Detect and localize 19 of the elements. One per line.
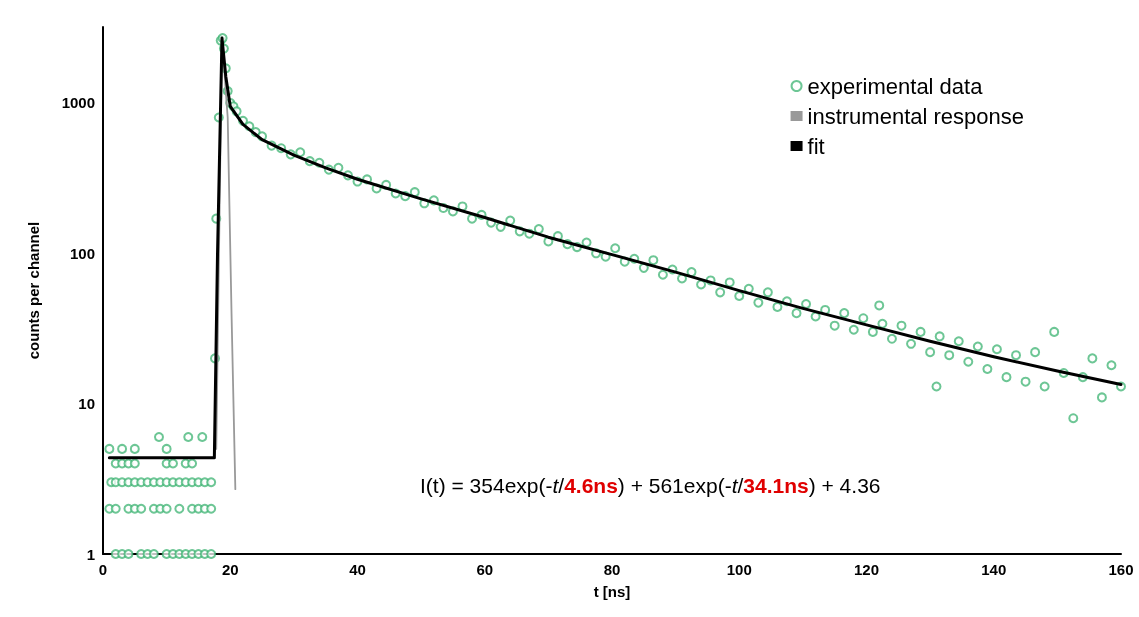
y-tick-label: 10 xyxy=(78,395,95,413)
text: I(t) = 354exp(-t/4.6ns) + 561exp(-t/34.1ns) + 4.36 xyxy=(420,474,881,497)
x-tick-label: 60 xyxy=(476,561,494,578)
y-tick-label: 100 xyxy=(69,244,95,262)
y-tick-label: 1000 xyxy=(61,94,95,112)
y-tick-label: 1 xyxy=(86,545,95,563)
x-tick-label: 140 xyxy=(981,561,1007,578)
legend-label: experimental data xyxy=(807,73,984,99)
y-axis-title: counts per channel xyxy=(25,221,42,360)
x-tick-label: 160 xyxy=(1108,561,1134,578)
legend-label: fit xyxy=(807,133,825,159)
x-tick-label: 40 xyxy=(349,561,366,578)
x-tick-label: 100 xyxy=(726,561,752,578)
x-tick-label: 120 xyxy=(853,561,880,578)
x-tick-label: 0 xyxy=(98,561,108,578)
x-tick-label: 80 xyxy=(603,561,621,578)
x-axis-title: t [ns] xyxy=(593,583,631,600)
legend-label: instrumental response xyxy=(807,103,1025,129)
x-tick-label: 20 xyxy=(221,561,239,578)
